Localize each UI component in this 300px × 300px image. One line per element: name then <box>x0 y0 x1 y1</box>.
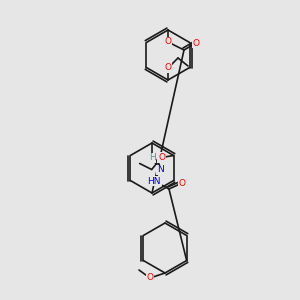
Text: N: N <box>157 166 164 175</box>
Text: O: O <box>158 153 165 162</box>
Text: HN: HN <box>147 176 161 185</box>
Text: O: O <box>164 38 172 46</box>
Text: O: O <box>146 274 154 283</box>
Text: O: O <box>193 38 200 47</box>
Text: O: O <box>178 178 185 188</box>
Text: H: H <box>148 154 155 163</box>
Text: O: O <box>164 64 172 73</box>
